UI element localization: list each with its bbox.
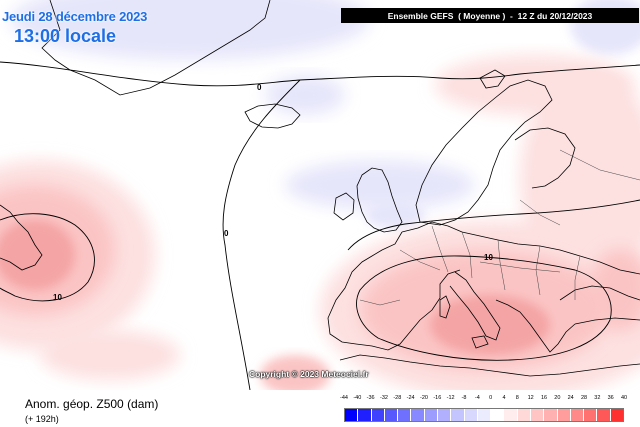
legend-label: 8 (515, 395, 519, 401)
legend-label: 40 (620, 395, 628, 401)
legend-label: -20 (420, 395, 428, 401)
anomaly-contours (0, 61, 640, 390)
model-run-banner: Ensemble GEFS ( Moyenne ) - 12 Z du 20/1… (341, 8, 639, 23)
forecast-local-time: 13:00 locale (14, 26, 117, 46)
lead-time: (+ 192h) (25, 414, 59, 424)
forecast-date: Jeudi 28 décembre 2023 (2, 9, 148, 24)
legend-swatch (584, 409, 598, 421)
legend-swatch (345, 409, 359, 421)
copyright-notice: Copyright © 2023 Meteociel.fr (249, 369, 369, 379)
legend-swatch (371, 409, 385, 421)
legend-swatch (398, 409, 412, 421)
legend-swatch (610, 409, 623, 421)
legend-swatch (451, 409, 465, 421)
legend-swatch (570, 409, 585, 421)
legend-label: 36 (607, 395, 614, 401)
legend-swatch (411, 409, 425, 421)
legend-label: -4 (474, 395, 480, 401)
contour-label: 0 (257, 83, 262, 92)
legend-swatch (530, 409, 545, 421)
map-footer: Anom. géop. Z500 (dam) (+ 192h) -44 -40 -3… (0, 390, 640, 427)
legend-swatch (384, 409, 399, 421)
legend-label: 0 (489, 395, 493, 401)
legend-label: 16 (540, 395, 548, 401)
legend-swatch (358, 409, 372, 421)
contour-label: 10 (53, 293, 62, 302)
legend-label: -40 (353, 395, 362, 401)
legend-label: -28 (393, 395, 402, 401)
legend-scale-labels: -44 -40 -36 -32 -28 -24 -20 -16 -12 -8 -4 0 4 8 12 16 20… (340, 395, 627, 404)
legend-swatch (424, 409, 438, 421)
weather-map: 0 0 10 10 (0, 0, 640, 390)
legend-label: 12 (527, 395, 534, 401)
country-borders (359, 149, 640, 306)
legend-swatch (437, 409, 452, 421)
legend-swatch (557, 409, 571, 421)
legend-label: -24 (406, 395, 415, 401)
contour-label: 10 (484, 253, 493, 262)
legend-swatch (504, 409, 518, 421)
legend-label: 32 (594, 395, 601, 401)
parameter-title: Anom. géop. Z500 (dam) (25, 397, 159, 411)
legend-color-bar (344, 408, 624, 422)
legend-swatch (491, 409, 505, 421)
contour-labels: 0 0 10 10 (53, 83, 493, 302)
legend-label: 20 (554, 395, 561, 401)
legend-label: -44 (340, 395, 348, 401)
legend-label: -36 (366, 395, 375, 401)
coastlines (0, 0, 640, 377)
contour-label: 0 (224, 229, 229, 238)
anomaly-shading (0, 0, 640, 390)
legend-label: -16 (433, 395, 442, 401)
legend-label: 4 (502, 395, 506, 401)
legend-swatch (597, 409, 611, 421)
legend-label: -12 (446, 395, 455, 401)
legend-label: 24 (567, 395, 574, 401)
legend-swatch (544, 409, 558, 421)
legend-swatch (517, 409, 531, 421)
legend-label: -8 (461, 395, 467, 401)
legend-label: -32 (380, 395, 388, 401)
legend-swatch (477, 409, 492, 421)
legend-swatch (464, 409, 478, 421)
legend-label: 28 (580, 395, 588, 401)
